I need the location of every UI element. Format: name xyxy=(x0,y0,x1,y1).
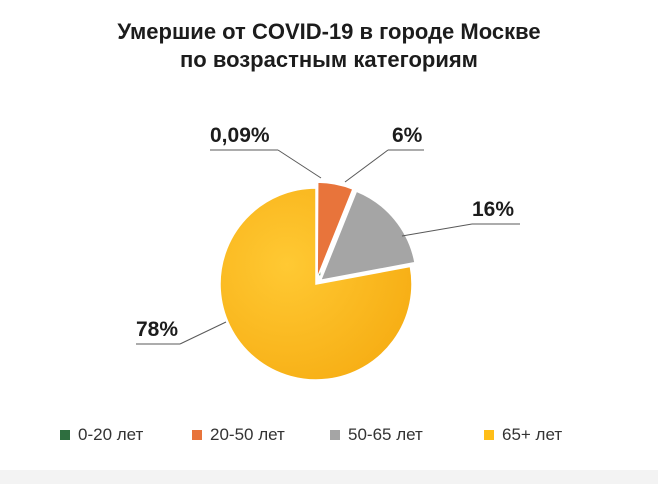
pie-slice-3 xyxy=(319,190,416,282)
legend-label: 20-50 лет xyxy=(210,425,285,444)
legend-label: 0-20 лет xyxy=(78,425,144,444)
legend-swatch xyxy=(60,430,70,440)
data-label-3: 16% xyxy=(472,198,514,221)
chart-title-block: Умершие от COVID-19 в городе Москве по в… xyxy=(0,18,658,74)
data-label-1: 0,09% xyxy=(210,124,270,147)
leader-line-4 xyxy=(179,321,227,345)
leader-line-3 xyxy=(401,223,473,237)
legend-swatch xyxy=(330,430,340,440)
legend-label: 65+ лет xyxy=(502,425,563,444)
legend-swatch xyxy=(484,430,494,440)
legend: 0-20 лет 20-50 лет 50-65 лет 65+ лет xyxy=(0,425,658,449)
legend-item-4: 65+ лет xyxy=(484,425,562,445)
pie-slice-4 xyxy=(219,187,413,381)
legend-label: 50-65 лет xyxy=(348,425,423,444)
chart-title: Умершие от COVID-19 в городе Москве xyxy=(117,19,541,44)
data-label-2: 6% xyxy=(392,124,423,147)
chart-subtitle: по возрастным категориям xyxy=(180,47,478,72)
leader-line-1 xyxy=(277,149,322,179)
legend-item-1: 0-20 лет xyxy=(60,425,143,445)
legend-swatch xyxy=(192,430,202,440)
legend-item-2: 20-50 лет xyxy=(192,425,285,445)
bottom-strip xyxy=(0,470,658,484)
leader-line-2 xyxy=(344,149,389,183)
pie-slice-2 xyxy=(316,181,354,279)
legend-item-3: 50-65 лет xyxy=(330,425,423,445)
data-label-4: 78% xyxy=(136,318,178,341)
